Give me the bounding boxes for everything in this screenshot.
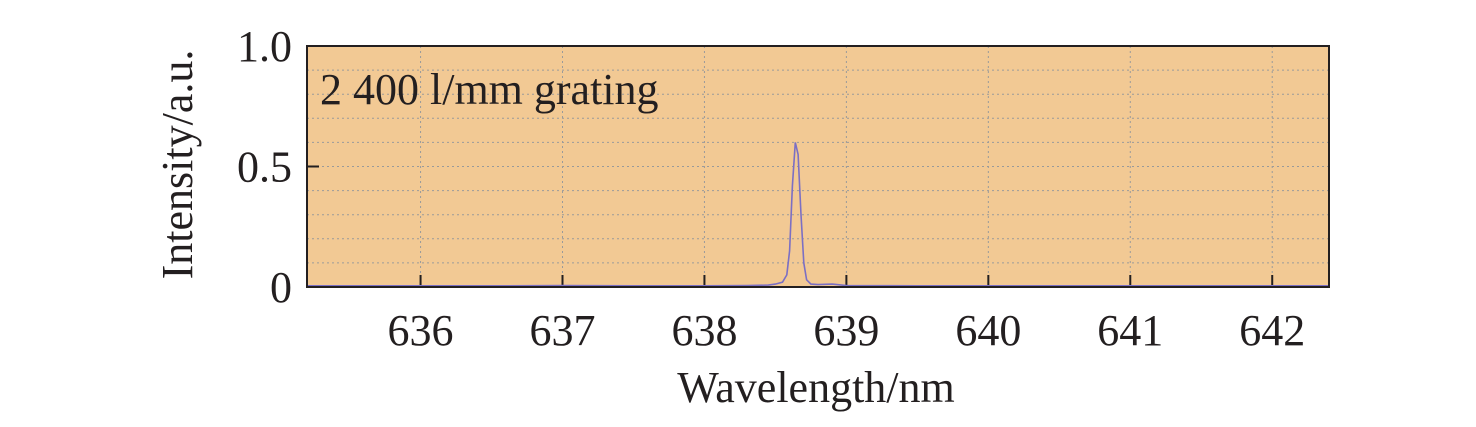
- spectrum-line: [307, 142, 1329, 287]
- x-axis-label: Wavelength/nm: [677, 363, 955, 412]
- plot-frame: [306, 45, 1330, 288]
- x-tick-label: 638: [671, 306, 737, 355]
- grid-lines: [307, 46, 1329, 287]
- x-tick-label: 641: [1097, 306, 1163, 355]
- grating-annotation: 2 400 l/mm grating: [320, 65, 659, 114]
- y-tick-label: 0: [270, 263, 292, 312]
- tick-labels: 636 637 638 639 640 641 642 0 0.5 1.0: [237, 22, 1305, 355]
- y-tick-label: 0.5: [237, 143, 292, 192]
- x-tick-label: 637: [530, 306, 596, 355]
- x-tick-label: 640: [955, 306, 1021, 355]
- x-tick-label: 636: [388, 306, 454, 355]
- y-axis-label: Intensity/a.u.: [153, 50, 202, 280]
- x-tick-label: 642: [1239, 306, 1305, 355]
- x-tick-label: 639: [813, 306, 879, 355]
- y-tick-label: 1.0: [237, 22, 292, 71]
